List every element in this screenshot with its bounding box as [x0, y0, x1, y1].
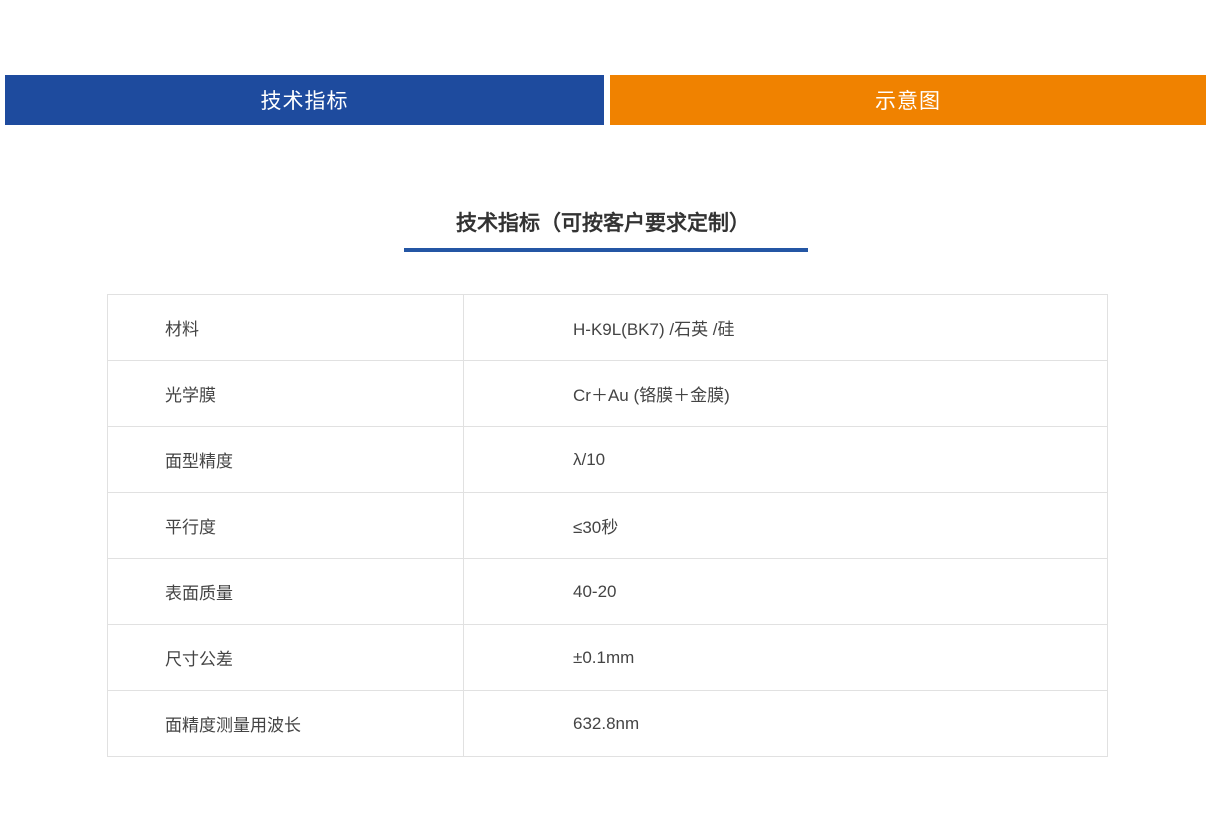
- table-row: 表面质量 40-20: [107, 558, 1108, 625]
- spec-label: 面精度测量用波长: [107, 690, 464, 757]
- table-row: 面型精度 λ/10: [107, 426, 1108, 493]
- table-row: 尺寸公差 ±0.1mm: [107, 624, 1108, 691]
- spec-value: 40-20: [463, 558, 1108, 625]
- tab-schematic[interactable]: 示意图: [610, 75, 1206, 125]
- spec-value: H-K9L(BK7) /石英 /硅: [463, 294, 1108, 361]
- section-header: 技术指标（可按客户要求定制）: [0, 209, 1206, 252]
- spec-value: ±0.1mm: [463, 624, 1108, 691]
- spec-value: 632.8nm: [463, 690, 1108, 757]
- spec-value: ≤30秒: [463, 492, 1108, 559]
- table-row: 材料 H-K9L(BK7) /石英 /硅: [107, 294, 1108, 361]
- table-row: 光学膜 Cr＋Au (铬膜＋金膜): [107, 360, 1108, 427]
- tab-tech-specs[interactable]: 技术指标: [5, 75, 604, 125]
- tab-tech-specs-label: 技术指标: [260, 90, 349, 113]
- tab-bar: 技术指标 示意图: [5, 75, 1206, 125]
- spec-label: 平行度: [107, 492, 464, 559]
- title-underline: [404, 248, 808, 252]
- spec-value: λ/10: [463, 426, 1108, 493]
- spec-label: 材料: [107, 294, 464, 361]
- spec-label: 尺寸公差: [107, 624, 464, 691]
- spec-label: 面型精度: [107, 426, 464, 493]
- spec-label: 光学膜: [107, 360, 464, 427]
- table-row: 平行度 ≤30秒: [107, 492, 1108, 559]
- tab-schematic-label: 示意图: [875, 90, 941, 113]
- spec-label: 表面质量: [107, 558, 464, 625]
- spec-table: 材料 H-K9L(BK7) /石英 /硅 光学膜 Cr＋Au (铬膜＋金膜) 面…: [107, 294, 1108, 757]
- table-row: 面精度测量用波长 632.8nm: [107, 690, 1108, 757]
- section-title: 技术指标（可按客户要求定制）: [456, 212, 750, 235]
- spec-value: Cr＋Au (铬膜＋金膜): [463, 360, 1108, 427]
